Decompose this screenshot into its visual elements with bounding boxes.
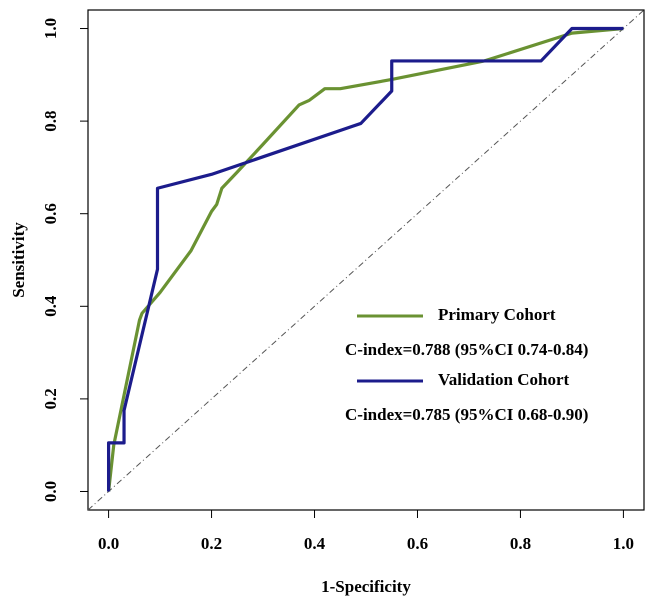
legend-label: Validation Cohort — [438, 370, 569, 389]
x-axis-label: 1-Specificity — [321, 577, 411, 596]
annotation: C-index=0.785 (95%CI 0.68-0.90) — [345, 405, 588, 424]
annotation: C-index=0.788 (95%CI 0.74-0.84) — [345, 340, 588, 359]
y-tick-label: 0.4 — [41, 295, 60, 317]
roc-line — [106, 26, 624, 492]
reference-diagonal — [87, 9, 645, 511]
y-tick-label: 0.2 — [41, 388, 60, 409]
x-tick-label: 0.0 — [98, 534, 119, 553]
x-tick-label: 0.6 — [407, 534, 428, 553]
x-tick-label: 1.0 — [613, 534, 634, 553]
y-tick-label: 0.6 — [41, 203, 60, 224]
x-tick-label: 0.8 — [510, 534, 531, 553]
x-tick-label: 0.2 — [201, 534, 222, 553]
y-tick-label: 0.0 — [41, 481, 60, 502]
y-tick-label: 0.8 — [41, 110, 60, 131]
plot-frame — [87, 9, 645, 511]
x-tick-label: 0.4 — [304, 534, 326, 553]
y-tick-label: 1.0 — [41, 18, 60, 39]
y-axis-label: Sensitivity — [9, 222, 28, 298]
legend-label: Primary Cohort — [438, 305, 556, 324]
